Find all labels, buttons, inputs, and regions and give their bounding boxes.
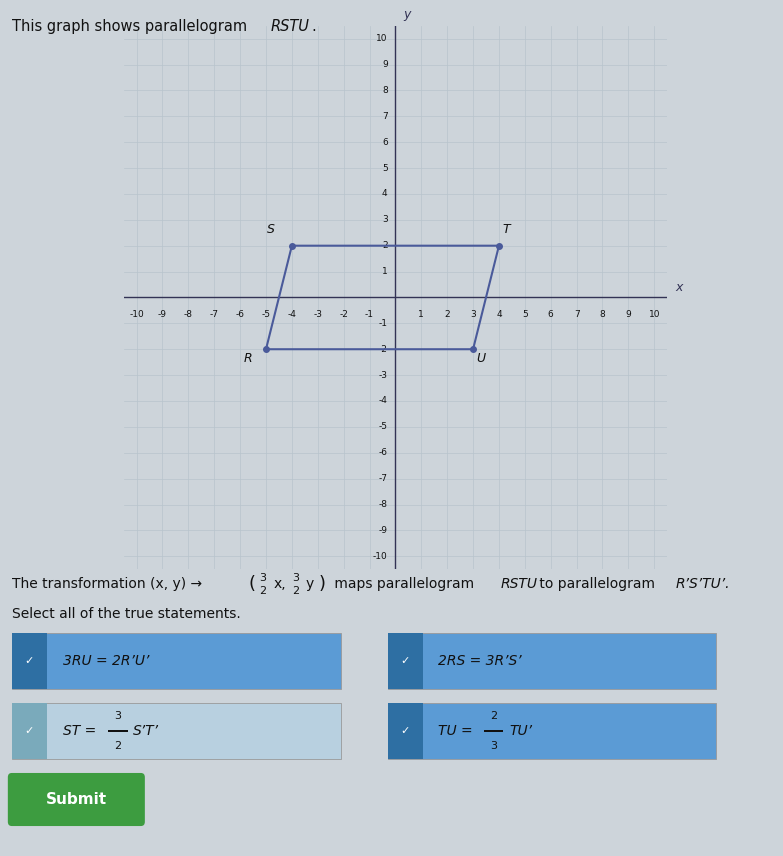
Text: -8: -8 (379, 500, 388, 509)
Text: This graph shows parallelogram: This graph shows parallelogram (12, 19, 251, 34)
Text: Select all of the true statements.: Select all of the true statements. (12, 607, 240, 621)
Text: 9: 9 (626, 311, 631, 319)
Text: -1: -1 (379, 318, 388, 328)
Text: 2RS = 3R’S’: 2RS = 3R’S’ (438, 654, 522, 669)
Text: maps parallelogram: maps parallelogram (330, 577, 479, 591)
Text: -2: -2 (379, 345, 388, 354)
Text: 2: 2 (258, 586, 266, 597)
Text: 8: 8 (382, 86, 388, 95)
Text: S: S (267, 223, 275, 235)
Text: Submit: Submit (45, 792, 107, 807)
Text: ✓: ✓ (25, 657, 34, 666)
Text: -4: -4 (287, 311, 296, 319)
Text: x: x (675, 281, 682, 294)
Text: -9: -9 (158, 311, 167, 319)
Text: -3: -3 (379, 371, 388, 379)
Text: T: T (503, 223, 511, 235)
Text: -4: -4 (379, 396, 388, 406)
Text: -9: -9 (379, 526, 388, 535)
Text: to parallelogram: to parallelogram (535, 577, 659, 591)
Text: -2: -2 (339, 311, 348, 319)
Text: -10: -10 (129, 311, 144, 319)
Text: -3: -3 (313, 311, 323, 319)
Text: 7: 7 (382, 112, 388, 121)
Text: 3RU = 2R’U’: 3RU = 2R’U’ (63, 654, 149, 669)
Text: R: R (244, 352, 252, 366)
Text: RSTU: RSTU (270, 19, 309, 34)
Text: 3: 3 (470, 311, 476, 319)
Text: 2: 2 (292, 586, 300, 597)
Text: 10: 10 (648, 311, 660, 319)
Text: y: y (403, 8, 410, 21)
Text: U: U (476, 352, 485, 366)
Text: 3: 3 (114, 710, 121, 721)
Text: S’T’: S’T’ (133, 724, 159, 738)
Text: 4: 4 (382, 189, 388, 199)
Text: The transformation (x, y) →: The transformation (x, y) → (12, 577, 206, 591)
Text: 2: 2 (489, 710, 497, 721)
Text: TU’: TU’ (509, 724, 532, 738)
Text: -7: -7 (379, 474, 388, 483)
Text: 3: 3 (382, 216, 388, 224)
Text: y: y (305, 577, 314, 591)
Text: ✓: ✓ (401, 726, 410, 736)
Text: 3: 3 (293, 573, 299, 583)
Text: ✓: ✓ (25, 726, 34, 736)
Text: 1: 1 (418, 311, 424, 319)
Text: 8: 8 (600, 311, 605, 319)
Text: R’S’TU’.: R’S’TU’. (676, 577, 731, 591)
Text: ): ) (319, 574, 326, 593)
Text: -6: -6 (379, 449, 388, 457)
Text: -5: -5 (262, 311, 270, 319)
Text: 2: 2 (114, 741, 121, 752)
Text: 3: 3 (259, 573, 265, 583)
Text: 2: 2 (382, 241, 388, 250)
Text: -10: -10 (373, 552, 388, 561)
Text: 4: 4 (496, 311, 502, 319)
Text: TU =: TU = (438, 724, 478, 738)
Text: (: ( (249, 574, 256, 593)
Text: 3: 3 (490, 741, 496, 752)
Text: 5: 5 (522, 311, 528, 319)
Text: 5: 5 (382, 163, 388, 173)
Text: 6: 6 (548, 311, 554, 319)
Text: RSTU: RSTU (501, 577, 538, 591)
Text: ✓: ✓ (401, 657, 410, 666)
Text: 2: 2 (445, 311, 450, 319)
Text: 7: 7 (574, 311, 579, 319)
Text: -8: -8 (184, 311, 193, 319)
Text: x,: x, (274, 577, 287, 591)
Text: -5: -5 (379, 422, 388, 431)
Text: 6: 6 (382, 138, 388, 146)
Text: -1: -1 (365, 311, 374, 319)
Text: 9: 9 (382, 60, 388, 69)
Text: 10: 10 (376, 34, 388, 43)
Text: 1: 1 (382, 267, 388, 276)
Text: ST =: ST = (63, 724, 100, 738)
Text: .: . (312, 19, 316, 34)
Text: -7: -7 (210, 311, 218, 319)
Text: -6: -6 (236, 311, 244, 319)
